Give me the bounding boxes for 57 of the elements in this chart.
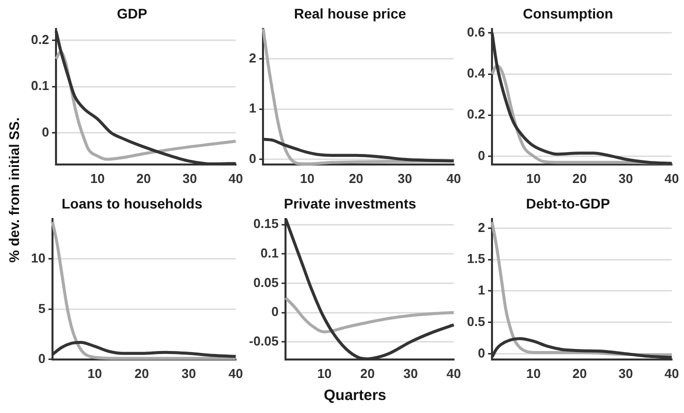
x-tick-label: 10 [88,366,102,381]
y-tick-label: 1 [248,100,256,116]
y-tick-label: 0.2 [466,106,486,122]
x-tick-label: 40 [228,366,244,381]
x-tick-label: 10 [90,170,105,186]
line-series [284,296,456,334]
y-tick-label: 0 [478,345,486,360]
x-tick-label: 30 [398,170,412,186]
chart-title: GDP [116,5,148,22]
x-tick-label: 30 [182,170,197,186]
line-series [50,220,238,360]
x-tick-label: 30 [618,366,633,381]
y-axis-title: % dev. from initial SS. [6,117,22,263]
x-tick-label: 20 [134,366,149,381]
x-tick-label: 20 [348,170,364,186]
x-tick-label: 10 [317,366,332,381]
x-tick-label: 10 [526,366,541,381]
x-tick-label: 40 [446,366,462,381]
x-tick-label: 20 [572,170,587,186]
y-tick-label: 0.2 [30,32,50,47]
chart-title: Real house price [294,5,406,22]
y-tick-label: 0.05 [253,274,279,290]
x-tick-label: 40 [228,170,244,186]
x-tick-label: 10 [300,170,314,186]
x-tick-label: 20 [136,170,151,186]
x-tick-label: 30 [618,170,633,186]
y-tick-label: 0.15 [253,216,279,232]
y-tick-label: 0.5 [466,314,486,329]
y-tick-label: 0.1 [260,246,279,261]
x-tick-label: 40 [664,170,680,186]
x-tick-label: 20 [360,366,375,381]
x-tick-label: 10 [526,170,541,186]
y-tick-label: 1 [478,282,486,298]
y-tick-label: 0 [271,304,279,320]
chart-title: Private investments [284,195,416,212]
x-tick-label: 30 [182,366,196,381]
y-tick-label: 10 [30,250,46,266]
y-tick-label: 0 [38,350,46,366]
y-tick-label: 0 [478,148,486,163]
y-tick-label: 0 [248,150,256,166]
x-axis-title: Quarters [322,387,388,404]
y-tick-label: -0.05 [248,333,279,348]
y-tick-label: 0.4 [466,66,486,81]
chart-title: Loans to households [62,195,203,212]
x-tick-label: 40 [664,366,680,381]
y-tick-label: 2 [478,220,486,235]
chart-title: Consumption [522,5,614,22]
x-tick-label: 20 [572,366,587,381]
y-tick-label: 2 [248,50,256,66]
y-tick-label: 1.5 [466,251,486,266]
x-tick-label: 40 [446,170,462,186]
y-tick-label: 0.1 [30,78,50,94]
x-tick-label: 30 [403,366,418,381]
chart-title: Debt-to-GDP [526,195,610,212]
y-tick-label: 5 [38,300,46,316]
y-tick-label: 0 [42,124,50,140]
y-tick-label: 0.6 [466,24,486,40]
